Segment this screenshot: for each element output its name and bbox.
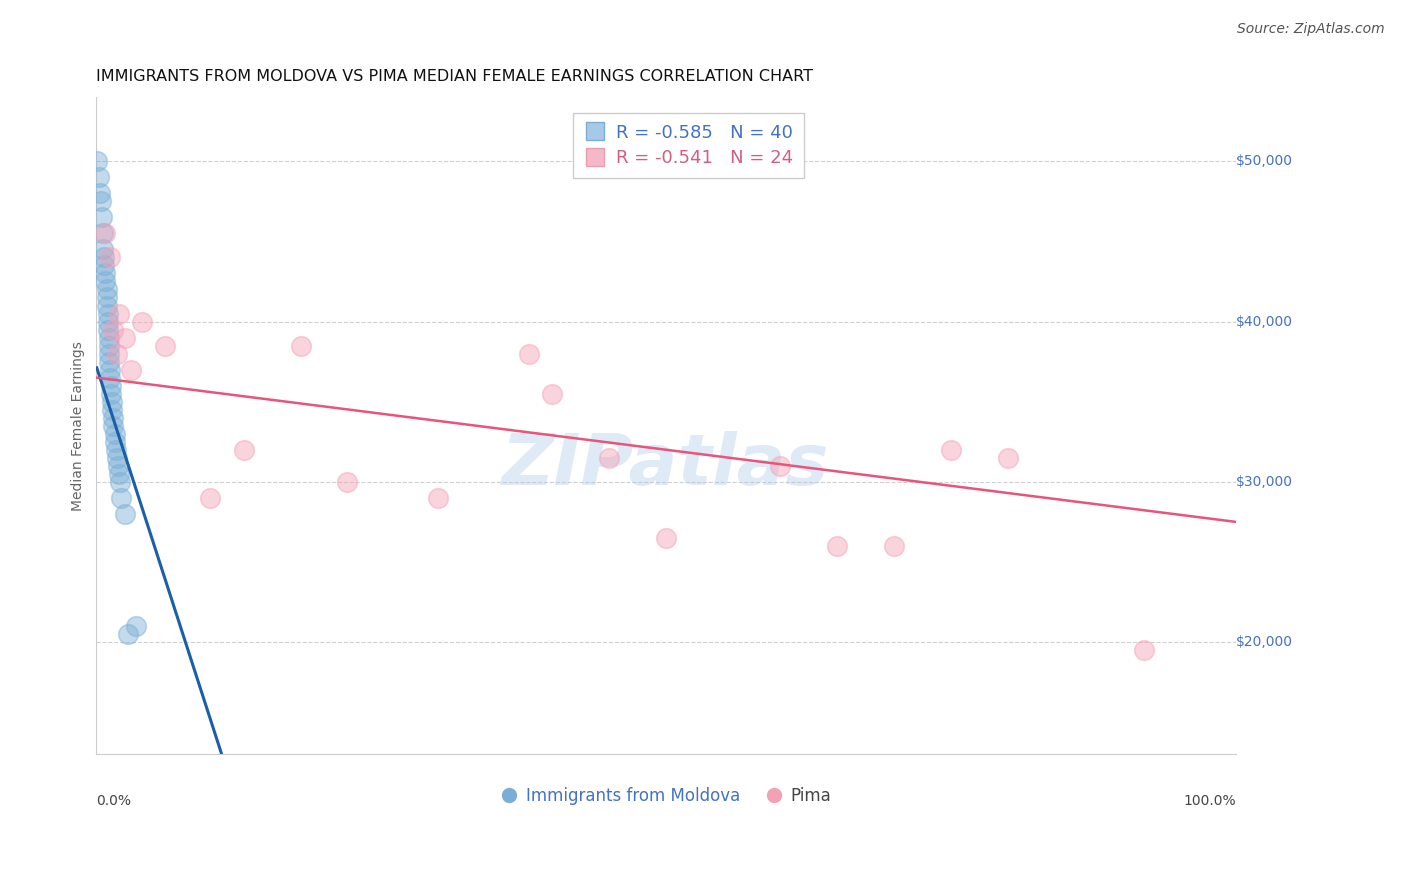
Point [103,410,125,425]
Point [89,186,111,201]
Point [93,259,115,273]
Point [108,306,131,320]
Point [117,627,139,641]
Point [110,475,132,489]
Text: 100.0%: 100.0% [1182,794,1236,807]
Point [125,619,148,633]
Point [290,338,312,352]
Point [93,251,115,265]
Point [94,267,117,281]
Point [94,275,117,289]
Point [97,306,120,320]
Point [114,330,136,344]
Point [98,362,121,376]
Y-axis label: Median Female Earnings: Median Female Earnings [72,341,86,510]
Point [110,491,132,505]
Point [91,227,114,241]
Point [97,314,120,328]
Point [101,402,124,417]
Point [598,450,620,465]
Point [233,442,256,457]
Point [97,338,120,352]
Point [105,450,128,465]
Point [97,346,120,360]
Point [98,370,121,384]
Point [120,362,142,376]
Text: $40,000: $40,000 [1236,315,1292,328]
Text: IMMIGRANTS FROM MOLDOVA VS PIMA MEDIAN FEMALE EARNINGS CORRELATION CHART: IMMIGRANTS FROM MOLDOVA VS PIMA MEDIAN F… [97,69,813,84]
Point [200,491,222,505]
Point [103,322,125,336]
Point [103,418,125,433]
Text: ZIPatlas: ZIPatlas [502,431,830,500]
Point [655,531,678,545]
Text: $30,000: $30,000 [1236,475,1292,489]
Point [769,458,792,473]
Legend: Immigrants from Moldova, Pima: Immigrants from Moldova, Pima [495,780,838,812]
Point [100,378,122,392]
Point [114,507,136,521]
Point [541,386,564,401]
Text: $50,000: $50,000 [1236,154,1292,169]
Point [883,539,905,553]
Point [100,386,122,401]
Point [517,346,540,360]
Text: 0.0%: 0.0% [97,794,131,807]
Point [90,194,112,209]
Point [107,458,129,473]
Text: Source: ZipAtlas.com: Source: ZipAtlas.com [1237,22,1385,37]
Point [91,243,114,257]
Point [96,283,118,297]
Point [86,154,108,169]
Point [97,330,120,344]
Point [153,338,176,352]
Point [101,394,124,409]
Point [108,467,131,481]
Point [87,170,110,185]
Point [105,346,128,360]
Point [131,314,153,328]
Point [97,354,120,368]
Point [103,434,125,449]
Point [103,426,125,441]
Point [96,291,118,305]
Point [1133,643,1156,657]
Point [939,442,962,457]
Point [97,322,120,336]
Point [104,442,127,457]
Point [427,491,450,505]
Point [94,227,117,241]
Point [91,211,114,225]
Point [336,475,359,489]
Point [825,539,848,553]
Point [98,251,121,265]
Point [96,299,118,313]
Text: $20,000: $20,000 [1236,635,1292,649]
Point [997,450,1019,465]
